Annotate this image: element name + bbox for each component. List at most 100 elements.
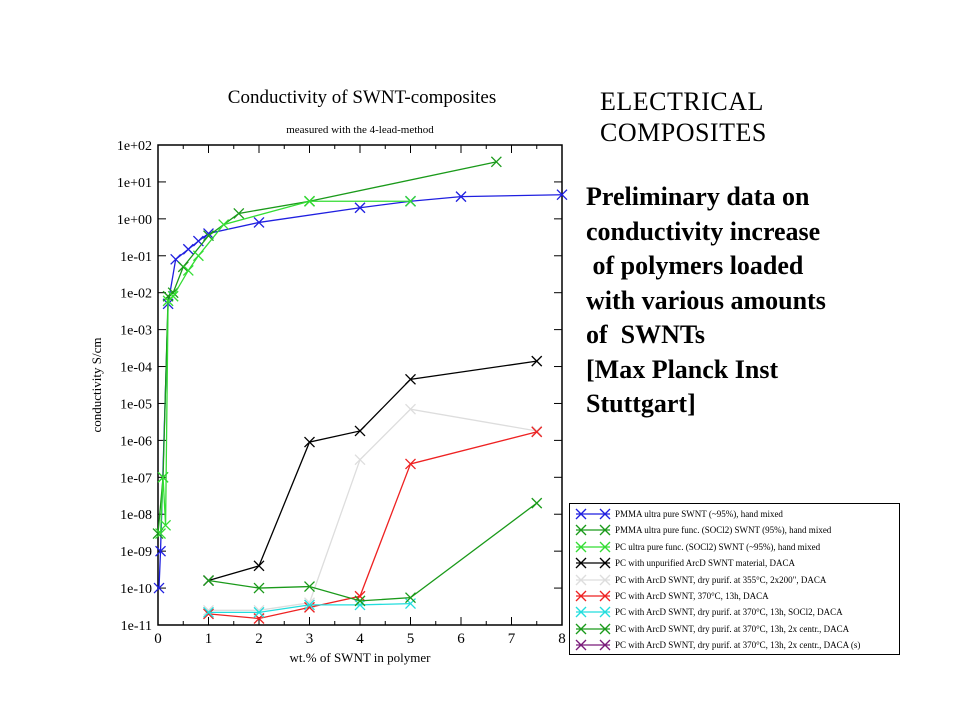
description-line: Preliminary data on bbox=[586, 182, 810, 211]
legend-swatch-marker bbox=[599, 623, 611, 635]
legend-swatch bbox=[575, 524, 611, 536]
series-line bbox=[208, 408, 537, 611]
y-tick-label: 1e-02 bbox=[120, 287, 152, 302]
legend-entry: PMMA ultra pure SWNT (~95%), hand mixed bbox=[570, 507, 901, 523]
data-point bbox=[304, 601, 315, 613]
x-tick-label: 5 bbox=[407, 631, 415, 647]
legend-label: PC with ArcD SWNT, dry purif. at 370°C, … bbox=[615, 640, 861, 651]
data-point bbox=[531, 497, 543, 509]
legend-swatch-marker bbox=[599, 541, 611, 553]
data-point bbox=[182, 243, 194, 255]
data-point bbox=[167, 290, 179, 302]
y-tick-label: 1e-10 bbox=[120, 582, 152, 597]
data-point-stroke bbox=[203, 604, 214, 616]
legend-label: PMMA ultra pure func. (SOCl2) SWNT (95%)… bbox=[615, 525, 832, 536]
legend-swatch bbox=[575, 590, 611, 602]
data-point-stroke bbox=[354, 202, 366, 214]
data-point-stroke bbox=[253, 216, 265, 228]
legend-swatch-marker bbox=[599, 508, 611, 520]
data-point-stroke bbox=[490, 156, 502, 168]
data-point bbox=[203, 228, 214, 239]
data-point-stroke bbox=[304, 597, 315, 609]
legend-swatch-marker bbox=[575, 541, 587, 553]
legend-entry: PC with ArcD SWNT, dry purif. at 370°C, … bbox=[570, 622, 901, 638]
x-tick-label: 1 bbox=[205, 631, 213, 647]
data-point bbox=[405, 373, 416, 385]
legend-entry: PC with unpurified ArcD SWNT material, D… bbox=[570, 556, 901, 572]
data-point bbox=[253, 216, 265, 228]
description-line: Stuttgart] bbox=[586, 389, 696, 418]
data-point-stroke bbox=[304, 195, 315, 207]
legend-swatch-marker bbox=[575, 524, 587, 536]
data-point-stroke bbox=[455, 191, 467, 203]
chart-legend: PMMA ultra pure SWNT (~95%), hand mixed P… bbox=[569, 503, 900, 655]
data-point-stroke bbox=[192, 250, 204, 262]
data-point bbox=[253, 606, 265, 618]
y-tick-label: 1e-11 bbox=[121, 619, 152, 634]
y-tick-label: 1e+00 bbox=[117, 213, 152, 228]
legend-swatch-marker bbox=[599, 557, 611, 569]
heading-line: COMPOSITES bbox=[600, 118, 767, 147]
data-point-stroke bbox=[405, 458, 416, 470]
data-point-stroke bbox=[354, 595, 366, 607]
data-point-stroke bbox=[304, 436, 315, 448]
data-point-stroke bbox=[405, 373, 416, 385]
data-point-stroke bbox=[304, 599, 315, 611]
data-point-stroke bbox=[405, 195, 416, 207]
data-point-stroke bbox=[531, 355, 543, 367]
data-point-stroke bbox=[157, 471, 169, 483]
heading-line: ELECTRICAL bbox=[600, 87, 764, 116]
legend-label: PMMA ultra pure SWNT (~95%), hand mixed bbox=[615, 509, 783, 519]
data-point-stroke bbox=[304, 601, 315, 613]
legend-swatch bbox=[575, 541, 611, 553]
data-point-stroke bbox=[160, 519, 172, 531]
data-point bbox=[153, 582, 165, 594]
legend-swatch bbox=[575, 639, 611, 651]
legend-swatch-marker bbox=[599, 606, 611, 618]
legend-label: PC with ArcD SWNT, dry purif. at 370°C, … bbox=[615, 607, 843, 618]
x-axis: 0 1 2 3 4 5 6 7 8 bbox=[154, 145, 566, 647]
legend-swatch bbox=[575, 508, 611, 520]
data-point bbox=[155, 545, 166, 557]
data-point bbox=[354, 202, 366, 214]
data-point bbox=[556, 189, 568, 201]
data-point bbox=[253, 604, 265, 616]
y-tick-label: 1e-04 bbox=[120, 361, 152, 376]
data-point bbox=[405, 458, 416, 470]
y-axis-label: conductivity S/cm bbox=[89, 338, 104, 433]
series-line bbox=[208, 360, 537, 582]
data-point bbox=[253, 582, 265, 594]
data-point-stroke bbox=[304, 581, 315, 593]
data-point bbox=[162, 290, 174, 302]
legend-swatch-marker bbox=[575, 623, 587, 635]
data-point-stroke bbox=[203, 230, 214, 242]
x-tick-label: 0 bbox=[154, 631, 162, 647]
data-point bbox=[490, 156, 502, 168]
data-point bbox=[354, 599, 366, 611]
data-point bbox=[531, 426, 543, 438]
legend-label: PC with ArcD SWNT, 370°C, 13h, DACA bbox=[615, 591, 769, 601]
data-point bbox=[405, 592, 416, 604]
data-point bbox=[218, 219, 230, 231]
series-8 bbox=[203, 497, 543, 607]
data-point-stroke bbox=[531, 426, 543, 438]
legend-entry: PC ultra pure func. (SOCl2) SWNT (~95%),… bbox=[570, 540, 901, 556]
y-tick-label: 1e-09 bbox=[120, 545, 152, 560]
conductivity-chart: Conductivity of SWNT-composites measured… bbox=[89, 87, 568, 665]
x-tick-label: 3 bbox=[306, 631, 314, 647]
y-tick-label: 1e-03 bbox=[120, 324, 152, 339]
data-point-stroke bbox=[153, 582, 165, 594]
legend-swatch-marker bbox=[599, 639, 611, 651]
y-tick-label: 1e-08 bbox=[120, 508, 152, 523]
series-line bbox=[159, 200, 411, 534]
legend-swatch-marker bbox=[575, 639, 587, 651]
data-point-stroke bbox=[167, 290, 179, 302]
data-point bbox=[354, 454, 366, 466]
legend-swatch-marker bbox=[599, 574, 611, 586]
y-axis: 1e-11 1e-10 1e-09 1e-08 1e-07 1e-06 1e-05 1e-04… bbox=[117, 139, 562, 634]
data-point bbox=[233, 207, 245, 219]
data-point-stroke bbox=[170, 253, 182, 265]
y-tick-label: 1e-01 bbox=[120, 250, 152, 265]
data-point bbox=[203, 608, 214, 620]
data-point-stroke bbox=[155, 545, 166, 557]
